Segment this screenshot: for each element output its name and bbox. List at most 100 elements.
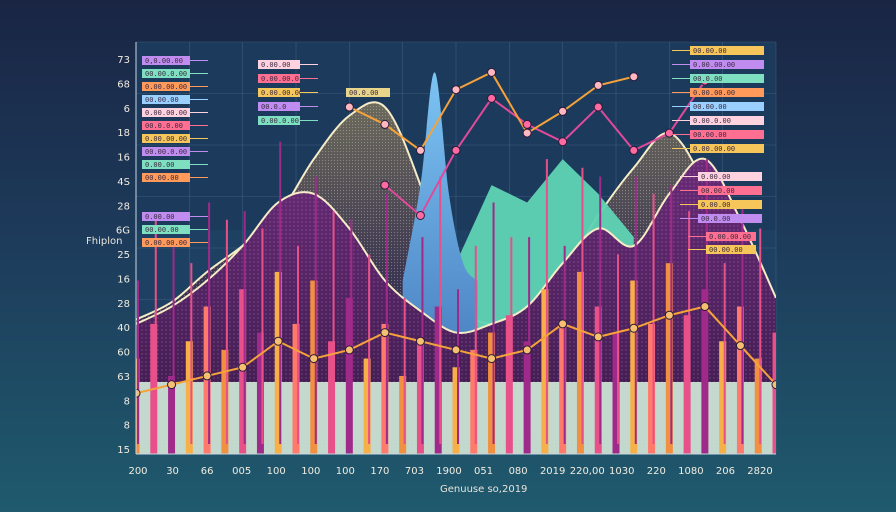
bar: [772, 332, 776, 454]
tag-text: 0.00.00.0: [261, 75, 299, 83]
tag-text: 0.00.00: [701, 201, 731, 209]
bar: [559, 323, 567, 454]
bar: [345, 297, 353, 454]
line-pink-point: [593, 102, 603, 112]
annotation-tags: 0,0.00.00 00.00.0.00 0.00.00.00 00.00.00 0.0…: [142, 46, 764, 254]
tag-text: 00.0.0: [261, 103, 286, 111]
bar: [488, 332, 496, 454]
x-tick-label: 2820: [747, 466, 772, 477]
line-orange-point: [380, 328, 390, 338]
bar: [576, 271, 584, 454]
tag-box: [142, 121, 190, 130]
x-tick-label: 66: [201, 466, 214, 477]
bar: [221, 349, 229, 454]
bar: [683, 315, 691, 454]
tag-text: 0.00.00.00: [145, 109, 187, 117]
peak-tag-box: [346, 88, 390, 97]
tag-box: [142, 212, 190, 221]
bar: [185, 341, 193, 454]
line-pink-point: [451, 145, 461, 155]
line-orange-point: [451, 345, 461, 355]
tag-box: [698, 172, 762, 181]
tag-text: 0.00.00.00: [145, 83, 187, 91]
y-tick-label: 28: [117, 201, 130, 212]
bar: [541, 289, 549, 454]
line-orange-point: [167, 380, 177, 390]
tag-box: [142, 95, 190, 104]
tag-text: 00.0.00: [693, 75, 723, 83]
y-tick-labels: 73 68 6 18 16 4S 28 6G 25 16 28 40 60 63 8 8 15: [116, 55, 130, 456]
x-tick-label: 2019: [540, 466, 565, 477]
line-pink-point: [664, 128, 674, 138]
bar: [612, 332, 620, 454]
bar: [363, 358, 371, 454]
tag-text: 0.00.00.00: [693, 61, 735, 69]
line-pink-line: [384, 80, 706, 218]
y-tick-label: 40: [117, 323, 130, 334]
points-layer: [136, 67, 776, 398]
line-upper-point: [522, 128, 532, 138]
tag-text: 00.00.00: [145, 96, 179, 104]
tag-text: 00.00.0.00: [145, 70, 187, 78]
line-orange-point: [238, 362, 248, 372]
bar: [630, 280, 638, 454]
tag-box: [142, 173, 190, 182]
line-upper-point: [487, 67, 497, 77]
x-tick-label: 1900: [436, 466, 461, 477]
x-axis-title: Genuuse so,2019: [440, 484, 527, 495]
x-tick-label: 170: [370, 466, 389, 477]
y-axis-title: Fhiplon: [86, 236, 122, 247]
y-tick-label: 60: [117, 348, 130, 359]
tag-text: 0.00.00.00: [709, 233, 751, 241]
bar: [523, 341, 531, 454]
y-tick-label: 16: [117, 153, 130, 164]
tag-box: [690, 74, 764, 83]
tag-box: [698, 214, 762, 223]
bar: [754, 358, 762, 454]
bar: [381, 323, 389, 454]
line-orange-point: [202, 371, 212, 381]
tag-text: 0.00.00: [701, 173, 731, 181]
bar: [594, 306, 602, 454]
line-upper-point: [380, 119, 390, 129]
tag-text: 0.00.00: [261, 61, 291, 69]
y-tick-label: 68: [117, 79, 130, 90]
bar: [701, 289, 709, 454]
line-pink-point: [380, 180, 390, 190]
tag-box: [142, 69, 190, 78]
x-tick-label: 206: [716, 466, 735, 477]
line-orange-point: [309, 354, 319, 364]
bar: [328, 341, 336, 454]
y-tick-label: 73: [117, 55, 130, 66]
tag-box: [142, 108, 190, 117]
y-tick-label: 8: [124, 396, 130, 407]
tag-box: [258, 60, 300, 69]
bar: [505, 315, 513, 454]
bar: [452, 367, 460, 454]
tag-box: [690, 102, 764, 111]
y-tick-label: 6G: [116, 226, 130, 237]
y-tick-label: 63: [117, 372, 130, 383]
x-tick-labels: 200 30 66 005 100 100 100 170 703 1900 051 080 2019 2…: [128, 466, 772, 477]
line-orange-point: [771, 380, 776, 390]
line-orange-point: [558, 319, 568, 329]
line-orange-point: [273, 336, 283, 346]
tag-box: [142, 56, 190, 65]
tag-text: 0.00.00.00: [261, 89, 303, 97]
line-upper-point: [558, 106, 568, 116]
x-tick-label: 703: [405, 466, 424, 477]
tag-box: [142, 82, 190, 91]
line-orange-point: [593, 332, 603, 342]
tag-box: [258, 102, 300, 111]
tag-text: 0.00.0.00: [261, 117, 299, 125]
tag-box: [690, 60, 764, 69]
line-pink-point: [487, 93, 497, 103]
tag-box: [258, 116, 300, 125]
tag-text: 00.00.00: [145, 226, 179, 234]
x-tick-label: 30: [166, 466, 179, 477]
tag-text: 0.00.00.00: [693, 145, 735, 153]
bar: [416, 341, 424, 454]
bar: [256, 332, 264, 454]
peak-tag-text: 00.0.00: [349, 89, 379, 97]
y-tick-label: 28: [117, 299, 130, 310]
